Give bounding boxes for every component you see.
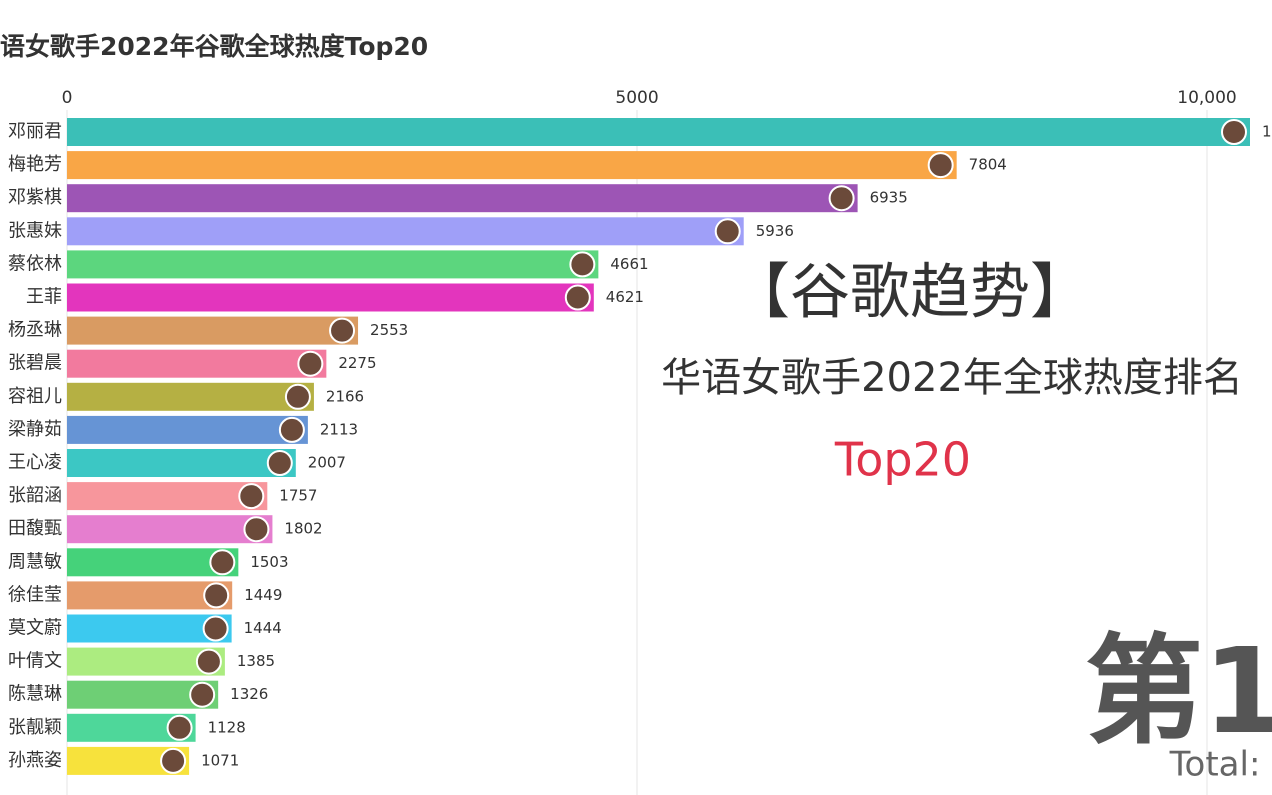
category-label: 王菲 (26, 287, 62, 308)
overlay-top: Top20 (834, 433, 971, 487)
bar (67, 151, 957, 180)
avatar (266, 450, 293, 476)
avatar (284, 383, 311, 410)
avatar (160, 747, 187, 774)
chart-title: 语女歌手2022年谷歌全球热度Top20 (0, 32, 428, 61)
overlay-subheading: 华语女歌手2022年全球热度排名 (661, 355, 1243, 401)
category-label: 张靓颖 (8, 717, 62, 738)
category-label: 张惠妹 (8, 220, 62, 241)
category-label: 容祖儿 (8, 386, 62, 407)
bar (67, 217, 744, 246)
category-label: 孙燕姿 (8, 750, 62, 771)
bar (67, 316, 359, 345)
value-label: 7804 (969, 156, 1007, 174)
bar (67, 349, 327, 378)
avatar (243, 516, 270, 543)
avatar (927, 152, 954, 179)
value-label: 6935 (870, 189, 908, 207)
value-label: 1449 (244, 586, 282, 604)
value-label: 2113 (320, 420, 358, 438)
value-label: 1128 (208, 718, 246, 736)
rank-label: 第1 (1085, 622, 1272, 760)
value-label: 1385 (237, 652, 275, 670)
category-label: 莫文蔚 (8, 618, 62, 639)
avatar (828, 185, 855, 212)
category-label: 梅艳芳 (8, 154, 62, 175)
category-label: 邓紫棋 (8, 187, 62, 208)
category-label: 王心凌 (8, 452, 62, 473)
avatar (238, 483, 265, 510)
value-label: 2007 (308, 454, 346, 472)
value-label: 5936 (756, 222, 794, 240)
value-label: 2553 (370, 321, 408, 339)
category-label: 周慧敏 (8, 551, 62, 572)
value-label: 10377 (1262, 123, 1272, 141)
avatar (166, 714, 193, 741)
avatar (195, 648, 222, 675)
category-label: 杨丞琳 (8, 320, 62, 341)
avatar (297, 350, 324, 377)
bar (67, 449, 296, 477)
bar (67, 283, 594, 312)
bar (67, 118, 1250, 146)
x-tick-label: 10,000 (1177, 88, 1236, 108)
avatar (564, 284, 591, 311)
bar (67, 415, 308, 444)
category-label: 蔡依林 (8, 253, 62, 274)
category-label: 叶倩文 (8, 651, 62, 672)
category-label: 徐佳莹 (8, 584, 62, 605)
x-tick-label: 0 (62, 88, 73, 108)
value-label: 1444 (244, 619, 282, 637)
category-label: 陈慧琳 (8, 684, 62, 705)
value-label: 2275 (338, 354, 376, 372)
avatar (278, 416, 305, 443)
value-label: 1071 (201, 751, 239, 769)
overlay-heading: 【谷歌趋势】 (730, 258, 1090, 328)
total-label: Total: (1169, 745, 1261, 785)
value-label: 1503 (250, 553, 288, 571)
avatar (209, 549, 236, 576)
avatar (189, 681, 216, 708)
avatar (714, 218, 741, 245)
avatar (329, 317, 356, 344)
value-label: 1757 (279, 487, 317, 505)
bar (67, 382, 314, 411)
category-label: 邓丽君 (8, 121, 62, 142)
value-label: 4621 (606, 288, 644, 306)
bar (67, 184, 858, 213)
value-label: 4661 (610, 255, 648, 273)
category-label: 张碧晨 (8, 353, 62, 374)
category-label: 梁静茹 (8, 419, 62, 440)
x-tick-label: 5000 (615, 88, 658, 108)
bar (67, 515, 273, 544)
avatar (203, 582, 230, 609)
category-label: 张韶涵 (8, 485, 62, 506)
value-label: 1326 (230, 685, 268, 703)
avatar (569, 251, 596, 278)
value-label: 2166 (326, 387, 364, 405)
bar (67, 250, 599, 279)
avatar (1220, 119, 1247, 145)
avatar (202, 615, 229, 642)
value-label: 1802 (284, 520, 322, 538)
bar (67, 482, 268, 511)
category-label: 田馥甄 (8, 518, 62, 539)
